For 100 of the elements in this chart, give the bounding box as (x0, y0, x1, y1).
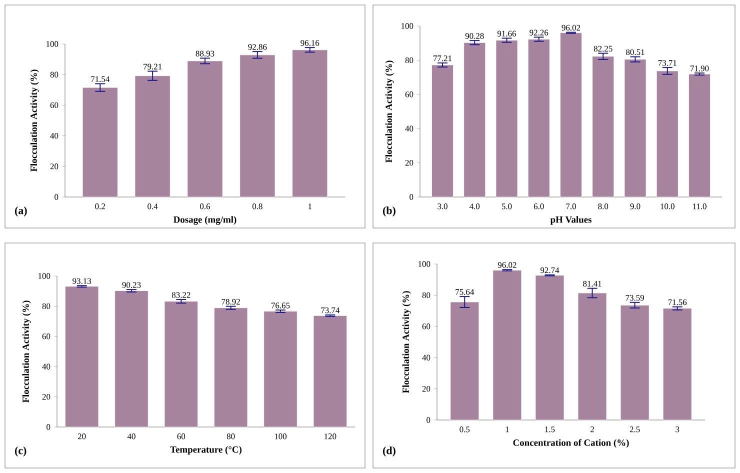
y-tick-label: 20 (50, 164, 58, 170)
x-tick-label: 3 (676, 426, 680, 432)
data-label: 71.90 (690, 66, 709, 72)
y-tick-label: 100 (46, 41, 58, 47)
bar (492, 270, 522, 420)
data-label: 81.41 (583, 280, 602, 287)
y-tick-label: 80 (405, 57, 414, 64)
x-tick-label: 6.0 (534, 204, 544, 210)
data-label: 73.71 (658, 60, 676, 66)
x-tick-label: 9.0 (630, 204, 640, 210)
x-tick-label: 0.4 (148, 204, 158, 210)
data-label: 71.54 (91, 76, 110, 82)
x-tick-label: 1 (308, 204, 312, 210)
bar (464, 42, 486, 198)
bar (292, 50, 328, 198)
x-tick-label: 8.0 (598, 204, 608, 210)
bar (688, 74, 710, 198)
data-label: 96.02 (562, 24, 580, 31)
data-label: 92.26 (530, 30, 548, 36)
y-tick-label: 0 (410, 194, 414, 200)
y-tick-label: 100 (38, 273, 50, 279)
y-axis-title: Flocculation Activity (%) (22, 300, 31, 403)
bar (264, 311, 298, 428)
bar (592, 56, 614, 198)
bar (432, 64, 454, 198)
y-tick-label: 20 (405, 160, 414, 166)
data-label: 92.74 (540, 267, 560, 274)
y-tick-label: 80 (50, 72, 58, 78)
y-tick-label: 40 (405, 126, 414, 132)
y-tick-label: 60 (405, 92, 414, 98)
y-tick-label: 80 (422, 292, 430, 298)
x-tick-label: 120 (324, 434, 336, 440)
y-tick-label: 40 (422, 354, 430, 360)
x-tick-label: 7.0 (566, 204, 576, 210)
y-tick-label: 20 (42, 394, 50, 400)
y-axis-title: Flocculation Activity (%) (385, 60, 394, 163)
bar (578, 292, 607, 420)
bar (620, 305, 650, 420)
bar (535, 275, 564, 420)
bar (528, 39, 550, 198)
bar (164, 301, 198, 428)
x-tick-label: 0.8 (252, 204, 262, 210)
y-tick-label: 0 (46, 424, 50, 430)
bar (134, 76, 170, 198)
x-tick-label: 60 (177, 434, 186, 440)
data-label: 73.59 (626, 294, 644, 301)
x-tick-label: 11.0 (693, 204, 706, 210)
data-label: 90.28 (465, 33, 484, 39)
data-label: 91.66 (497, 30, 516, 37)
x-tick-label: 0.6 (200, 204, 210, 210)
data-label: 79.21 (144, 64, 162, 70)
y-tick-label: 60 (422, 324, 430, 330)
y-axis-title: Flocculation Activity (%) (402, 291, 411, 394)
bar (64, 286, 99, 428)
x-tick-label: 20 (78, 434, 86, 440)
data-label: 75.64 (456, 289, 474, 295)
y-tick-label: 80 (42, 303, 50, 310)
data-label: 90.23 (122, 282, 141, 288)
y-tick-label: 100 (402, 23, 414, 29)
data-label: 93.13 (72, 278, 92, 284)
data-label: 96.02 (498, 262, 516, 268)
data-label: 77.21 (434, 55, 452, 62)
text: (a) (15, 206, 27, 216)
y-axis-title: Flocculation Activity (%) (30, 70, 39, 172)
x-tick-label: 100 (274, 434, 287, 440)
data-label: 82.25 (594, 46, 612, 52)
data-label: 96.16 (300, 40, 320, 46)
data-label: 92.86 (248, 44, 267, 50)
bar (662, 308, 692, 420)
bar (240, 54, 276, 198)
x-tick-label: 2.5 (630, 426, 640, 432)
y-tick-label: 40 (42, 364, 50, 370)
x-axis-title: Concentration of Cation (%) (513, 439, 629, 448)
x-tick-label: 1.5 (545, 426, 555, 432)
x-tick-label: 0.5 (460, 426, 470, 432)
y-tick-label: 0 (426, 417, 430, 423)
bar (313, 315, 348, 428)
y-tick-label: 0 (54, 194, 58, 200)
text: (d) (383, 446, 396, 456)
data-label: 71.56 (668, 299, 687, 306)
data-label: 83.22 (172, 292, 190, 298)
bar (656, 70, 678, 198)
bar (496, 40, 518, 198)
x-tick-label: 10.0 (660, 204, 674, 210)
y-tick-label: 40 (50, 132, 58, 139)
x-tick-label: 0.2 (95, 204, 105, 210)
bar (187, 60, 223, 198)
data-label: 80.51 (626, 49, 644, 56)
data-label: 76.65 (272, 302, 290, 308)
bar (560, 32, 582, 198)
bar (624, 59, 646, 198)
y-tick-label: 20 (422, 386, 430, 392)
bar (82, 87, 118, 198)
x-axis-title: Dosage (mg/ml) (174, 216, 236, 225)
x-tick-label: 3.0 (438, 204, 448, 210)
text: (b) (383, 206, 396, 216)
x-tick-label: 1 (506, 426, 509, 432)
x-tick-label: 40 (127, 434, 136, 440)
data-label: 78.92 (222, 298, 240, 305)
text: (c) (15, 446, 26, 456)
